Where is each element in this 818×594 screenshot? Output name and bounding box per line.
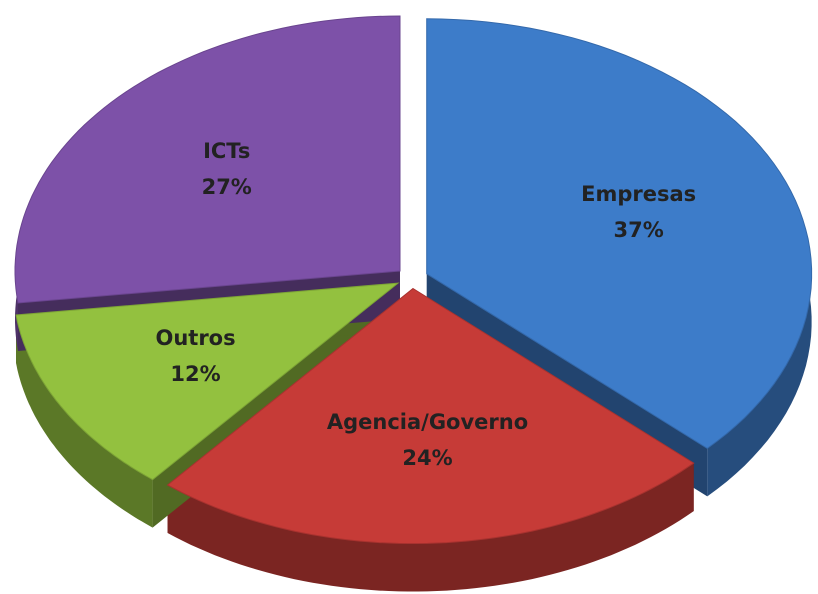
value-label: 27% — [202, 175, 252, 199]
value-label: 37% — [614, 218, 664, 242]
category-label: Agencia/Governo — [327, 410, 528, 434]
slice — [426, 18, 813, 450]
slice — [15, 282, 400, 481]
category-label: Outros — [155, 326, 235, 350]
slice — [14, 15, 401, 304]
slice — [166, 287, 695, 544]
slice-side — [16, 315, 153, 528]
value-label: 24% — [402, 446, 452, 470]
slice-side — [167, 463, 694, 592]
category-label: ICTs — [203, 139, 250, 163]
category-label: Empresas — [581, 182, 696, 206]
value-label: 12% — [170, 362, 220, 386]
